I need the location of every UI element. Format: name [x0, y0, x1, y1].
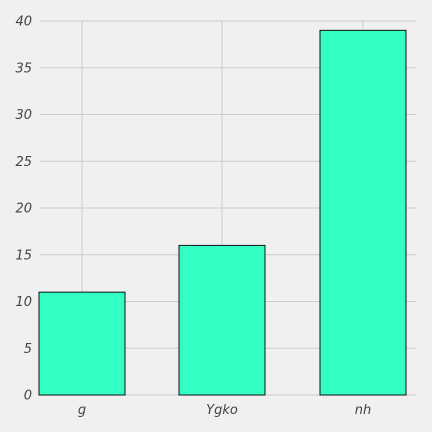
x-axis-ticks: g Ygko nh: [78, 403, 371, 418]
x-tick-label: Ygko: [206, 403, 238, 418]
y-tick-label: 25: [15, 155, 32, 170]
y-tick-label: 10: [15, 295, 32, 310]
x-tick-label: nh: [355, 403, 371, 418]
bars: [38, 29, 407, 396]
bar-nh: [319, 29, 407, 396]
x-tick-label: g: [78, 403, 86, 418]
bar-ygko: [178, 244, 266, 396]
bar-g: [38, 291, 126, 396]
y-tick-label: 35: [15, 61, 32, 76]
y-tick-label: 15: [15, 248, 32, 263]
y-axis-ticks: 0 5 10 15 20 25 30 35 40: [15, 15, 32, 404]
y-tick-label: 40: [15, 15, 32, 30]
y-tick-label: 0: [24, 389, 32, 404]
y-tick-label: 30: [15, 108, 32, 123]
y-tick-label: 20: [15, 202, 32, 217]
y-tick-label: 5: [24, 342, 32, 357]
